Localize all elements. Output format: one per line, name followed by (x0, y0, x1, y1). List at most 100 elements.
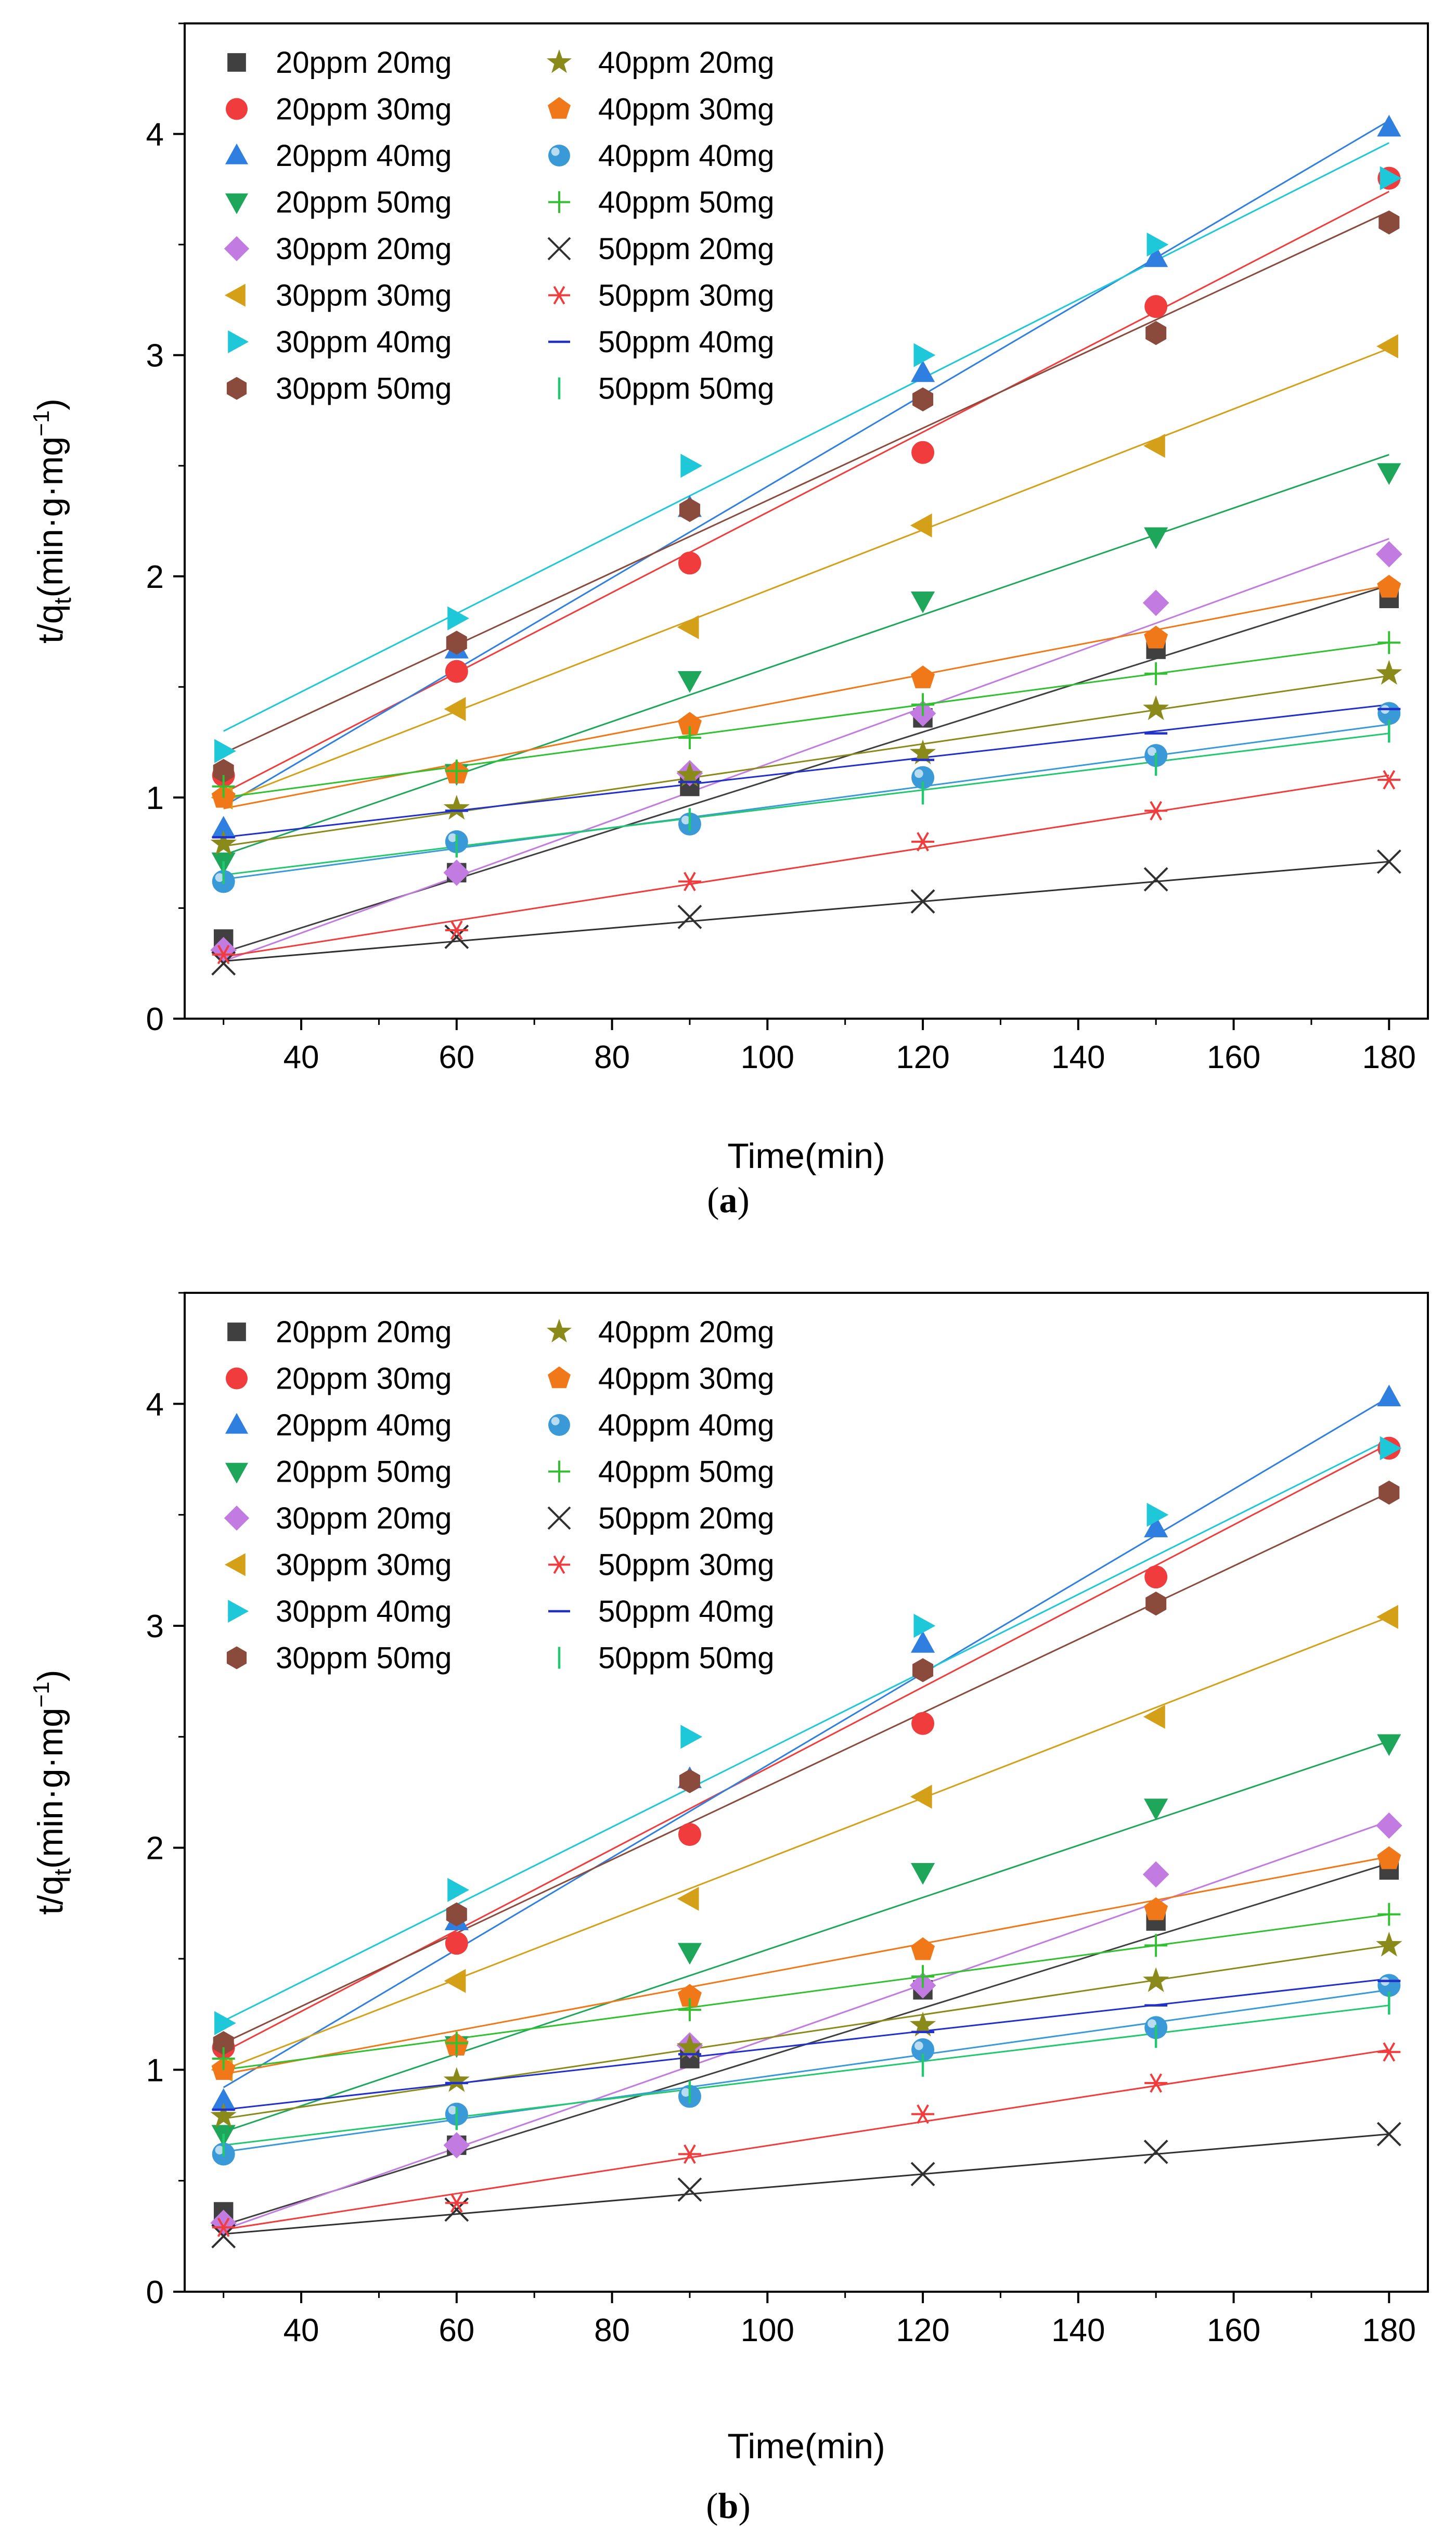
chart-panel-a: 40 60 80 100 120 140 160 180 0 1 2 3 4 Time(min) t/qt(… (29, 22, 1429, 1176)
legend-label: 20ppm 20mg (276, 1315, 452, 1349)
data-point (910, 2162, 935, 2187)
data-point (909, 739, 936, 765)
y-tick-label: 1 (146, 2052, 164, 2088)
data-point (909, 2011, 936, 2037)
data-point (446, 1902, 467, 1926)
data-point (678, 871, 701, 892)
data-point (676, 2034, 703, 2059)
legend-label: 40ppm 30mg (598, 93, 775, 126)
legend-label: 40ppm 20mg (598, 46, 775, 80)
legend-marker (547, 1318, 572, 1343)
legend-marker (225, 1412, 249, 1434)
fit-line (223, 2049, 1389, 2231)
data-point (214, 2011, 236, 2035)
data-point (912, 387, 934, 412)
legend-label: 20ppm 50mg (276, 186, 452, 220)
fit-line (223, 675, 1389, 847)
data-point (1144, 295, 1168, 318)
data-point (1377, 1974, 1401, 1997)
legend-label: 50ppm 20mg (598, 1501, 775, 1535)
data-point (677, 671, 702, 693)
data-point (1376, 2122, 1401, 2147)
data-point (212, 2217, 235, 2237)
data-point (678, 1998, 701, 2022)
legend-marker (225, 1462, 249, 1484)
fit-line (223, 1616, 1389, 2071)
data-point (677, 615, 699, 639)
data-point (1378, 210, 1400, 235)
legend-label: 50ppm 30mg (598, 1548, 775, 1582)
x-tick-label: 160 (1207, 2313, 1260, 2348)
legend-label: 20ppm 20mg (276, 46, 452, 80)
data-point (1146, 233, 1169, 257)
data-point (910, 889, 935, 914)
x-tick-label: 120 (896, 2313, 949, 2348)
series-50ppm-40mg (212, 1980, 1401, 2111)
data-point (447, 1878, 470, 1902)
data-point (680, 454, 703, 478)
legend-marker (224, 284, 246, 307)
legend-label: 40ppm 20mg (598, 1315, 775, 1349)
legend-marker (228, 330, 249, 354)
legend-marker (226, 1367, 248, 1390)
data-point (1144, 1897, 1168, 1920)
data-point (445, 660, 468, 683)
data-point (211, 951, 236, 976)
fit-line (223, 724, 1389, 880)
data-point (677, 905, 702, 929)
legend-label: 20ppm 30mg (276, 1362, 452, 1396)
series-40ppm-20mg (210, 1932, 1402, 2128)
x-axis-label: Time(min) (727, 2426, 885, 2466)
legend-label: 30ppm 50mg (276, 372, 452, 406)
data-point (443, 794, 470, 820)
data-point (678, 726, 701, 750)
data-point (680, 1725, 703, 1749)
panel-label: (a) (707, 1180, 750, 1221)
fit-line (223, 1492, 1389, 2044)
fit-line (223, 733, 1389, 876)
data-point (913, 1613, 936, 1638)
fit-lines (223, 120, 1390, 962)
data-point (911, 1937, 935, 1960)
y-tick-label: 2 (146, 1831, 164, 1867)
data-point (443, 2132, 470, 2159)
data-point (911, 832, 935, 852)
series-40ppm-50mg (212, 631, 1401, 798)
y-axis-label: t/qt(min·g·mg−1) (29, 399, 76, 644)
legend-marker (547, 49, 572, 73)
x-tick-label: 40 (284, 1039, 319, 1075)
y-tick-label: 3 (146, 1609, 164, 1645)
legend-marker (548, 1555, 570, 1574)
legend-marker (547, 237, 571, 261)
data-point (1144, 662, 1168, 685)
x-tick-label: 80 (594, 2313, 630, 2348)
series-30ppm-50mg (213, 210, 1400, 783)
legend-label: 30ppm 20mg (276, 232, 452, 266)
data-point (1380, 166, 1402, 190)
legend-marker (225, 143, 249, 164)
data-point (447, 606, 470, 631)
data-point (677, 1943, 702, 1965)
series-50ppm-30mg (212, 770, 1401, 965)
data-point (445, 2193, 468, 2213)
y-tick-label: 0 (146, 2275, 164, 2310)
legend-label: 30ppm 40mg (276, 1595, 452, 1628)
legend-label: 50ppm 30mg (598, 279, 775, 313)
data-point (211, 2088, 236, 2110)
data-point (678, 1823, 701, 1846)
data-point (1143, 433, 1165, 458)
x-tick-label: 180 (1362, 1039, 1416, 1075)
data-point (1142, 1861, 1169, 1888)
fit-line (223, 1740, 1389, 2133)
data-point (911, 2104, 935, 2124)
data-point (1143, 2139, 1168, 2164)
legend-label: 30ppm 30mg (276, 1548, 452, 1582)
x-tick-label: 100 (741, 2313, 794, 2348)
data-point (1377, 1734, 1401, 1756)
legend-marker (228, 1599, 249, 1623)
data-point (911, 2038, 935, 2061)
legend-label: 50ppm 20mg (598, 232, 775, 266)
data-point (910, 1784, 932, 1809)
series-50ppm-50mg (222, 720, 1390, 884)
y-tick-label: 1 (146, 780, 164, 816)
